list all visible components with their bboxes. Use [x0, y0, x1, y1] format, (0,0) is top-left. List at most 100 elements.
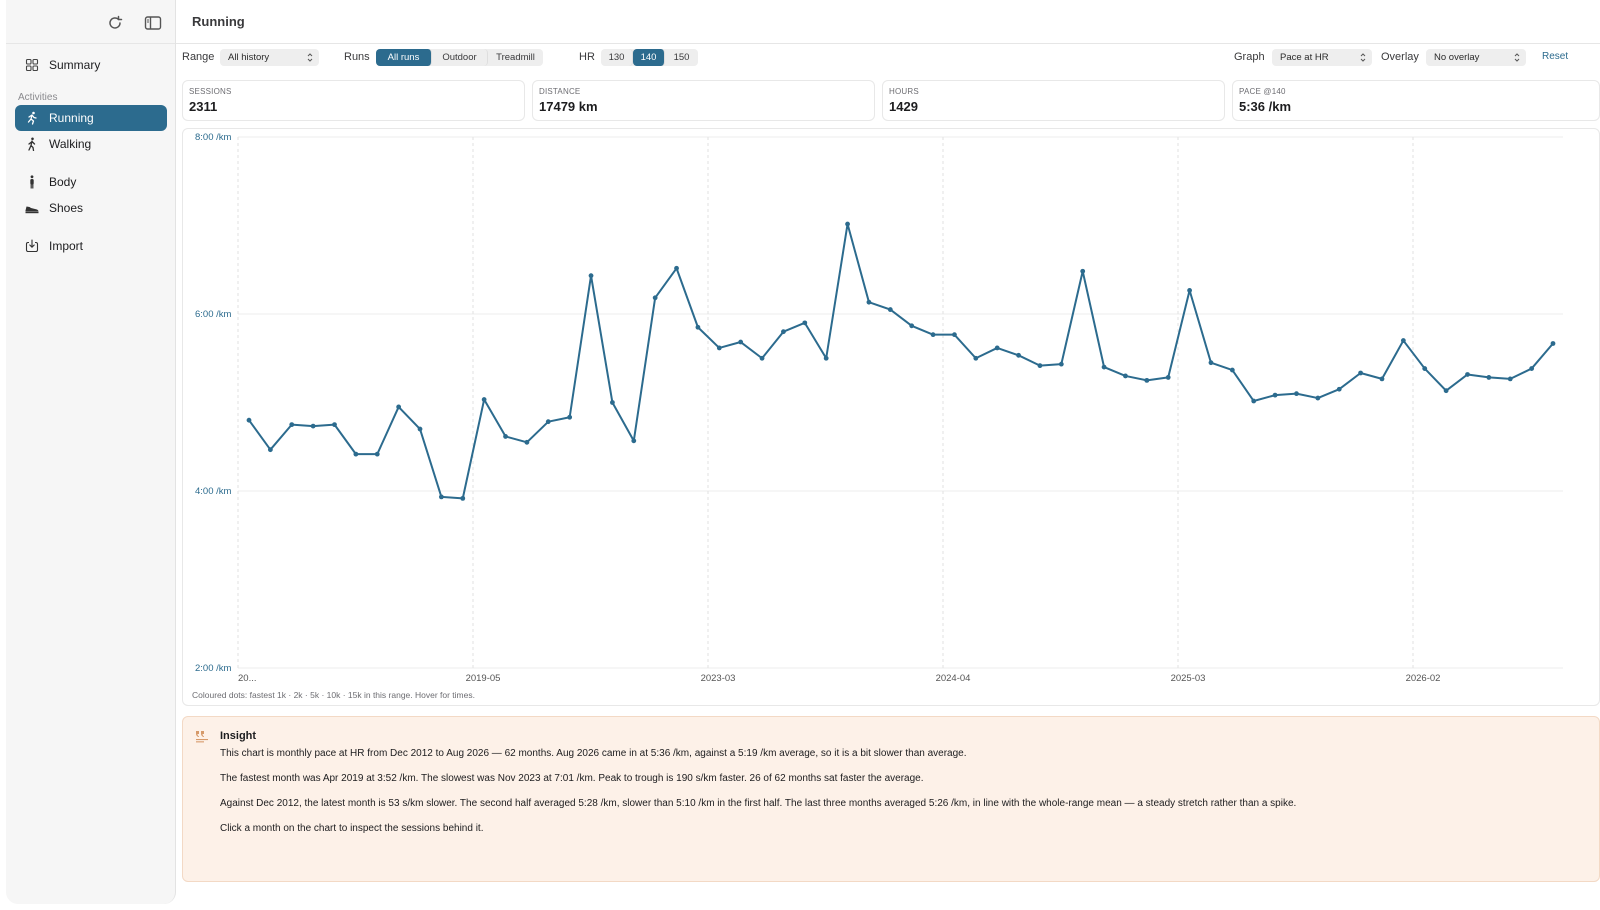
sidebar-item-running[interactable]: Running	[15, 105, 167, 131]
data-point[interactable]	[1529, 366, 1535, 371]
data-point[interactable]	[1550, 341, 1556, 346]
data-point[interactable]	[374, 451, 380, 457]
import-icon	[25, 239, 39, 253]
data-point[interactable]	[588, 273, 594, 279]
data-point[interactable]	[353, 451, 359, 457]
graph-select[interactable]: Pace at HR	[1272, 49, 1372, 66]
sidebar-item-shoes[interactable]: Shoes	[15, 195, 167, 221]
reset-button[interactable]: Reset	[1542, 51, 1569, 62]
sidebar-item-label: Running	[49, 111, 94, 125]
data-point[interactable]	[845, 221, 850, 227]
data-point[interactable]	[1336, 386, 1342, 392]
data-point[interactable]	[545, 419, 551, 425]
data-point[interactable]	[1101, 364, 1107, 370]
data-point[interactable]	[631, 438, 637, 444]
data-point[interactable]	[396, 404, 402, 410]
data-point[interactable]	[823, 355, 829, 361]
runs-option-treadmill[interactable]: Treadmill	[496, 52, 535, 63]
stat-label: HOURS	[889, 87, 919, 96]
data-point[interactable]	[759, 355, 765, 361]
data-point[interactable]	[438, 494, 444, 500]
sidebar: Summary Activities Running Walking Body	[6, 0, 176, 904]
data-point[interactable]	[674, 265, 679, 271]
sidebar-item-label: Shoes	[49, 201, 84, 215]
overlay-select[interactable]: No overlay	[1426, 49, 1526, 66]
chart-note: Coloured dots: fastest 1k · 2k · 5k · 10…	[192, 690, 475, 700]
insight-title: Insight	[220, 730, 257, 742]
hr-option-150[interactable]: 150	[673, 52, 690, 63]
data-point[interactable]	[866, 299, 872, 305]
data-point[interactable]	[481, 397, 487, 402]
data-point[interactable]	[1315, 395, 1321, 401]
insight-line: Against Dec 2012, the latest month is 53…	[220, 798, 1297, 809]
grid-icon	[25, 58, 39, 72]
data-point[interactable]	[460, 495, 466, 501]
data-point[interactable]	[1465, 372, 1470, 377]
data-point[interactable]	[1358, 370, 1364, 376]
data-point[interactable]	[1080, 268, 1086, 274]
data-point[interactable]	[1507, 376, 1513, 382]
data-point[interactable]	[417, 426, 423, 432]
data-point[interactable]	[1016, 352, 1021, 358]
data-point[interactable]	[610, 400, 615, 405]
sidebar-item-summary[interactable]: Summary	[15, 52, 167, 78]
data-point[interactable]	[1144, 377, 1150, 383]
range-label: Range	[182, 51, 215, 63]
data-point[interactable]	[1229, 367, 1235, 373]
hr-option-140[interactable]: 140	[633, 49, 665, 66]
data-point[interactable]	[1037, 363, 1043, 369]
sidebar-item-body[interactable]: Body	[15, 169, 167, 195]
data-point[interactable]	[802, 320, 808, 326]
data-point[interactable]	[1294, 391, 1299, 397]
data-point[interactable]	[1208, 360, 1214, 366]
runs-option-outdoor[interactable]: Outdoor	[432, 49, 488, 66]
data-point[interactable]	[1379, 376, 1385, 382]
sidebar-item-import[interactable]: Import	[15, 233, 167, 259]
data-point[interactable]	[887, 307, 893, 312]
data-point[interactable]	[1165, 375, 1171, 380]
data-point[interactable]	[503, 434, 508, 439]
data-point[interactable]	[1486, 375, 1492, 380]
data-point[interactable]	[1443, 388, 1449, 394]
data-point[interactable]	[1272, 392, 1278, 398]
data-point[interactable]	[1400, 338, 1406, 343]
stat-label: PACE @140	[1239, 87, 1286, 96]
stat-card-pace: PACE @140 5:36 /km	[1232, 80, 1600, 121]
data-point[interactable]	[909, 323, 915, 329]
data-point[interactable]	[289, 422, 295, 428]
stat-label: SESSIONS	[189, 87, 232, 96]
x-tick-label: 20...	[238, 673, 257, 684]
data-point[interactable]	[994, 345, 1000, 351]
sidebar-item-walking[interactable]: Walking	[15, 131, 167, 157]
hr-option-130[interactable]: 130	[601, 49, 633, 66]
data-point[interactable]	[1187, 288, 1192, 293]
x-tick-label: 2025-03	[1171, 673, 1206, 684]
data-point[interactable]	[652, 295, 658, 301]
y-tick-label: 8:00 /km	[195, 132, 232, 143]
data-point[interactable]	[781, 329, 786, 335]
data-point[interactable]	[267, 447, 273, 453]
data-point[interactable]	[1251, 398, 1257, 404]
range-select[interactable]: All history	[220, 49, 319, 66]
data-point[interactable]	[738, 339, 744, 345]
data-point[interactable]	[1422, 366, 1428, 371]
data-point[interactable]	[1058, 361, 1064, 367]
updown-chevron-icon	[307, 53, 313, 62]
data-point[interactable]	[246, 417, 252, 423]
data-point[interactable]	[1123, 373, 1128, 379]
sidebar-toggle-icon[interactable]	[142, 12, 164, 34]
data-point[interactable]	[952, 332, 957, 338]
overlay-label: Overlay	[1381, 51, 1419, 63]
data-point[interactable]	[332, 422, 337, 428]
data-point[interactable]	[973, 355, 979, 361]
data-point[interactable]	[310, 423, 316, 429]
data-point[interactable]	[524, 439, 530, 445]
data-point[interactable]	[716, 345, 722, 351]
pace-line-chart[interactable]: 8:00 /km 6:00 /km 4:00 /km 2:00 /km 20... 201…	[183, 129, 1600, 707]
runs-option-all[interactable]: All runs	[376, 49, 432, 66]
refresh-icon[interactable]	[104, 12, 126, 34]
stat-card-sessions: SESSIONS 2311	[182, 80, 525, 121]
data-point[interactable]	[695, 324, 701, 330]
data-point[interactable]	[930, 332, 936, 338]
data-point[interactable]	[567, 414, 573, 420]
